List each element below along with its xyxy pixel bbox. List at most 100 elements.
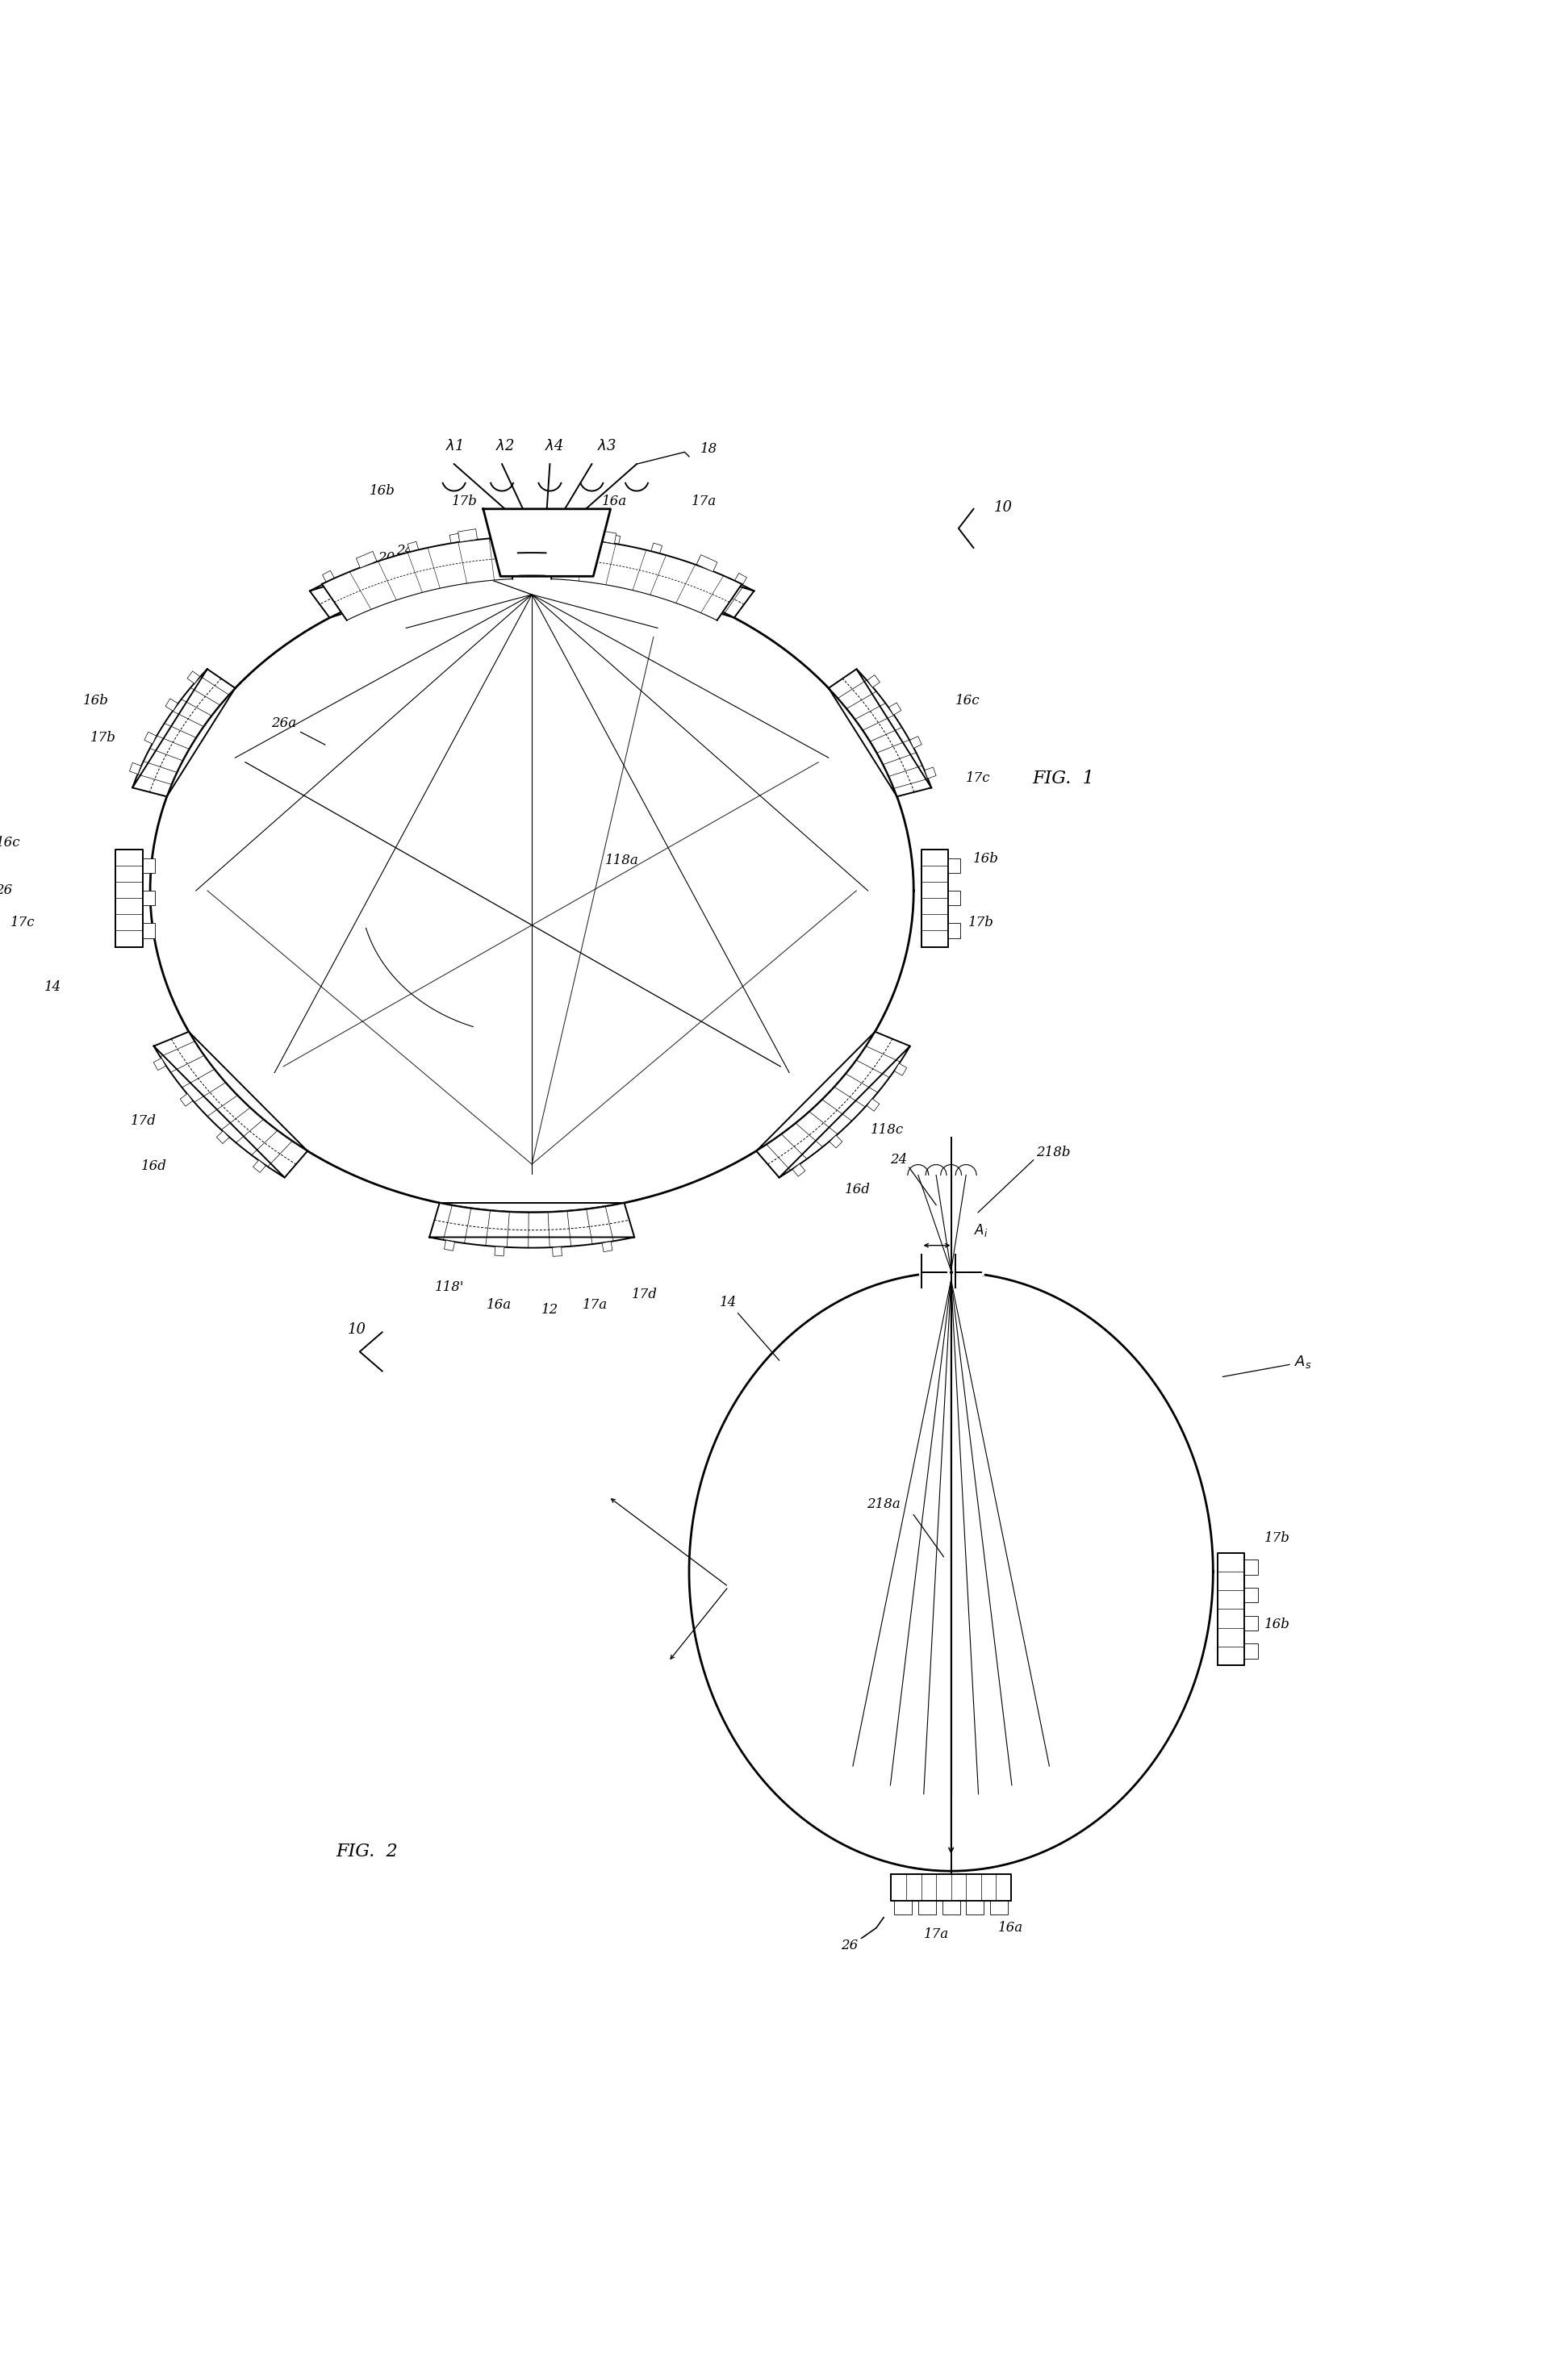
Text: 218b: 218b	[1036, 1145, 1071, 1159]
Polygon shape	[153, 1059, 166, 1071]
Polygon shape	[166, 700, 178, 712]
Text: 16a: 16a	[486, 1299, 511, 1311]
Polygon shape	[942, 1902, 960, 1914]
Text: FIG.  2: FIG. 2	[336, 1842, 399, 1861]
Polygon shape	[153, 1031, 308, 1178]
Text: $\lambda$1: $\lambda$1	[445, 438, 463, 452]
Polygon shape	[517, 552, 545, 576]
Text: 17c: 17c	[966, 771, 991, 785]
Polygon shape	[891, 1873, 1011, 1902]
Polygon shape	[408, 543, 419, 552]
Polygon shape	[867, 676, 880, 688]
Polygon shape	[650, 543, 663, 555]
Text: 118': 118'	[435, 1280, 464, 1295]
Polygon shape	[1244, 1616, 1258, 1630]
Polygon shape	[361, 555, 374, 566]
Polygon shape	[867, 1100, 880, 1111]
Polygon shape	[949, 859, 960, 873]
Polygon shape	[917, 1902, 936, 1914]
Text: 118a: 118a	[605, 854, 639, 869]
Polygon shape	[130, 762, 141, 774]
Text: $\lambda$4: $\lambda$4	[545, 438, 564, 452]
Text: 14: 14	[721, 1295, 780, 1361]
Text: 118c: 118c	[871, 1123, 903, 1138]
Polygon shape	[756, 1031, 910, 1178]
Text: 16a: 16a	[602, 495, 627, 509]
Polygon shape	[142, 859, 155, 873]
Text: 22: 22	[452, 550, 469, 562]
Text: 16d: 16d	[141, 1159, 167, 1173]
Polygon shape	[610, 536, 621, 545]
Polygon shape	[483, 509, 611, 576]
Text: 17a: 17a	[924, 1928, 949, 1940]
Text: 26: 26	[841, 1940, 858, 1952]
Polygon shape	[217, 1130, 230, 1145]
Polygon shape	[430, 1202, 635, 1247]
Text: 17c: 17c	[11, 916, 36, 931]
Polygon shape	[989, 1902, 1008, 1914]
Text: 17b: 17b	[1264, 1530, 1291, 1545]
Text: 17d: 17d	[631, 1288, 656, 1302]
Text: 16b: 16b	[1264, 1618, 1291, 1630]
Polygon shape	[828, 669, 932, 797]
Text: 16b: 16b	[369, 483, 395, 497]
Polygon shape	[444, 1240, 455, 1252]
Polygon shape	[925, 766, 936, 778]
Text: 10: 10	[347, 1321, 366, 1338]
Polygon shape	[697, 557, 708, 569]
Polygon shape	[142, 890, 155, 907]
Text: 12: 12	[541, 1302, 558, 1316]
Polygon shape	[142, 923, 155, 938]
Text: 17d: 17d	[130, 1114, 156, 1128]
Text: 18: 18	[700, 443, 717, 457]
Polygon shape	[735, 574, 747, 585]
Polygon shape	[830, 1135, 842, 1147]
Polygon shape	[697, 555, 717, 571]
Text: 26: 26	[0, 883, 13, 897]
Text: 16c: 16c	[955, 693, 980, 707]
Text: 14: 14	[44, 981, 61, 995]
Polygon shape	[949, 890, 960, 907]
Polygon shape	[188, 671, 200, 683]
Polygon shape	[792, 1164, 805, 1176]
Polygon shape	[949, 923, 960, 938]
Polygon shape	[322, 538, 513, 621]
Text: 17b: 17b	[452, 495, 477, 509]
Polygon shape	[552, 1247, 561, 1257]
Polygon shape	[1244, 1645, 1258, 1659]
Polygon shape	[309, 540, 478, 619]
Polygon shape	[910, 735, 922, 747]
Polygon shape	[602, 1242, 613, 1252]
Polygon shape	[494, 1247, 505, 1257]
Text: 16b: 16b	[972, 852, 999, 866]
Text: 26a: 26a	[272, 716, 325, 745]
Polygon shape	[1244, 1587, 1258, 1602]
Text: 16b: 16b	[83, 693, 109, 707]
Text: $\lambda$3: $\lambda$3	[597, 438, 616, 452]
Text: 16d: 16d	[844, 1183, 871, 1197]
Text: 20: 20	[377, 543, 481, 564]
Polygon shape	[889, 702, 902, 714]
Polygon shape	[144, 733, 156, 745]
Polygon shape	[322, 571, 334, 583]
Text: 16a: 16a	[999, 1921, 1024, 1935]
Polygon shape	[894, 1902, 913, 1914]
Polygon shape	[894, 1064, 907, 1076]
Polygon shape	[1244, 1559, 1258, 1576]
Polygon shape	[356, 552, 377, 569]
Text: 24: 24	[395, 543, 413, 557]
Polygon shape	[180, 1095, 192, 1107]
Polygon shape	[552, 538, 742, 621]
Polygon shape	[585, 540, 753, 619]
Polygon shape	[966, 1902, 985, 1914]
Polygon shape	[458, 528, 477, 543]
Polygon shape	[921, 850, 949, 947]
Text: $A_s$: $A_s$	[1222, 1354, 1311, 1376]
Text: $\lambda$2: $\lambda$2	[495, 438, 514, 452]
Polygon shape	[253, 1159, 266, 1173]
Text: 17a: 17a	[691, 495, 716, 509]
Text: 24: 24	[889, 1154, 907, 1166]
Polygon shape	[1218, 1554, 1244, 1666]
Text: 17b: 17b	[91, 731, 116, 745]
Text: 10: 10	[994, 500, 1013, 514]
